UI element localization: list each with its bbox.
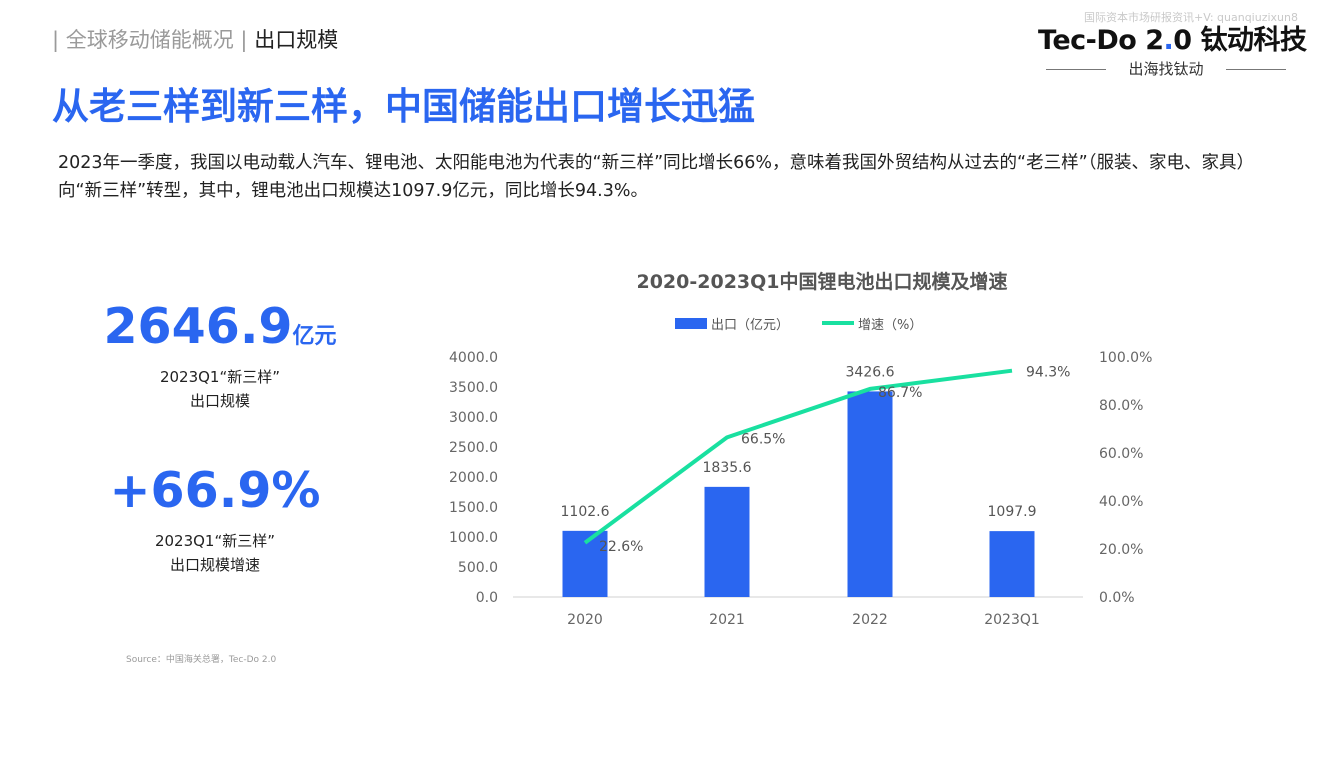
kpi-growth-rate: +66.9% 2023Q1“新三样” 出口规模增速 (75, 462, 355, 577)
y-left-tick-label: 2500.0 (449, 440, 498, 456)
growth-data-label: 22.6% (599, 539, 643, 555)
x-tick-label: 2021 (709, 612, 745, 628)
bar-data-label: 3426.6 (846, 364, 895, 380)
kpi-caption: 2023Q1“新三样” 出口规模 (159, 368, 281, 410)
growth-data-label: 94.3% (1026, 365, 1070, 381)
y-right-tick-label: 0.0% (1099, 590, 1135, 606)
bar (989, 531, 1035, 597)
watermark: 国际资本市场研报资讯+V: quanqiuzixun8 (1083, 11, 1298, 24)
bar-data-label: 1097.9 (988, 504, 1037, 520)
y-left-tick-label: 2000.0 (449, 470, 498, 486)
kpi-unit: 亿元 (292, 324, 337, 349)
kpi-export-scale: 2646.9亿元 2023Q1“新三样” 出口规模 (80, 298, 360, 413)
y-left-tick-label: 3500.0 (449, 380, 498, 396)
page-title: 从老三样到新三样，中国储能出口增长迅猛 (52, 85, 755, 128)
y-left-tick-label: 0.0 (476, 590, 498, 606)
x-tick-label: 2020 (567, 612, 603, 628)
breadcrumb-current: 出口规模 (254, 28, 339, 52)
y-left-tick-label: 1000.0 (449, 530, 498, 546)
logo-main: Tec-Do 2 (1038, 25, 1164, 56)
x-tick-label: 2023Q1 (984, 612, 1040, 628)
bar (847, 391, 893, 597)
logo-end: 0 钛动科技 (1173, 25, 1307, 56)
x-tick-label: 2022 (852, 612, 888, 628)
y-left-tick-label: 1500.0 (449, 500, 498, 516)
y-left-tick-label: 3000.0 (449, 410, 498, 426)
legend-line-label: 增速（%） (858, 318, 922, 333)
plot-area: 0.0 500.0 1000.0 1500.0 2000.0 2500.0 3000.0 35… (449, 350, 1152, 628)
y-right-tick-label: 80.0% (1099, 398, 1143, 414)
bar-data-label: 1835.6 (703, 460, 752, 476)
kpi-caption: 2023Q1“新三样” 出口规模增速 (154, 532, 276, 574)
legend-bar-label: 出口（亿元） (711, 318, 789, 333)
bar (704, 486, 750, 597)
growth-data-label: 66.5% (741, 431, 785, 447)
y-left-tick-label: 500.0 (458, 560, 498, 576)
intro-paragraph: 2023年一季度，我国以电动载人汽车、锂电池、太阳能电池为代表的“新三样”同比增… (58, 153, 1246, 201)
y-right-tick-label: 40.0% (1099, 494, 1143, 510)
bar-data-label: 1102.6 (561, 504, 610, 520)
brand-logo: Tec-Do 2.0 钛动科技 (1038, 18, 1307, 57)
growth-line (583, 368, 1013, 545)
logo-dot: . (1163, 25, 1174, 56)
kpi-value: +66.9% (109, 462, 321, 519)
source-note: Source：中国海关总署，Tec-Do 2.0 (126, 655, 277, 665)
y-right-tick-label: 20.0% (1099, 542, 1143, 558)
legend-bar-swatch (675, 318, 707, 329)
chart-title: 2020-2023Q1中国锂电池出口规模及增速 (636, 270, 1007, 293)
kpi-value: 2646.9亿元 (103, 298, 337, 355)
chart-legend: 出口（亿元） 增速（%） (675, 318, 922, 333)
growth-data-label: 86.7% (878, 385, 922, 401)
y-right-tick-label: 100.0% (1099, 350, 1152, 366)
y-right-tick-label: 60.0% (1099, 446, 1143, 462)
breadcrumb: | 全球移动储能概况 | 出口规模 (52, 24, 338, 54)
brand-tagline: 出海找钛动 (1046, 58, 1286, 79)
breadcrumb-section: | 全球移动储能概况 | (52, 28, 248, 52)
y-left-tick-label: 4000.0 (449, 350, 498, 366)
